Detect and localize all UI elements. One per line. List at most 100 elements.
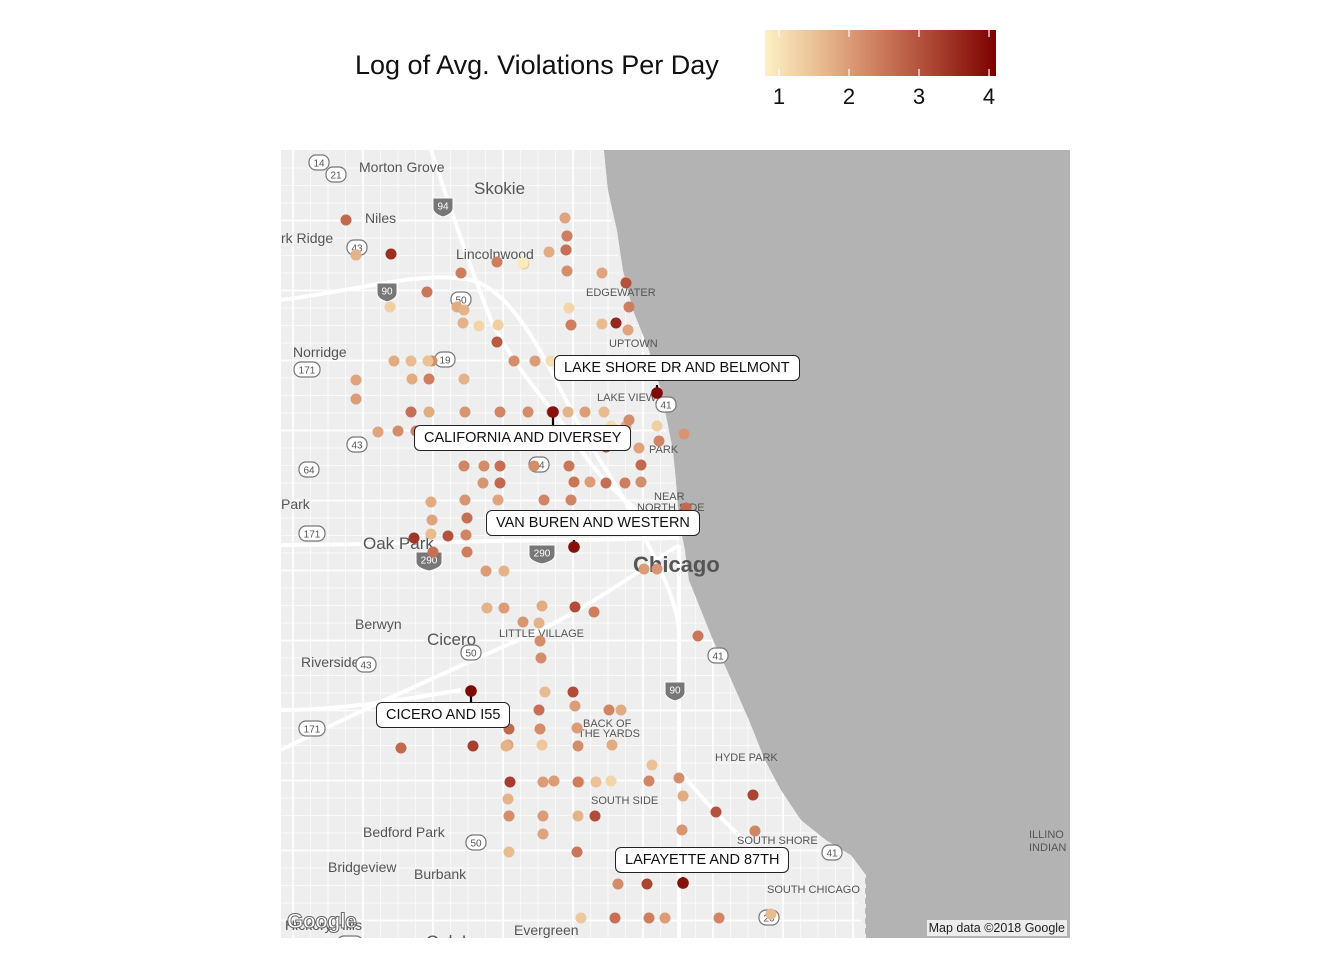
intersection-point[interactable] xyxy=(372,426,384,438)
intersection-point[interactable] xyxy=(392,425,404,437)
intersection-point[interactable] xyxy=(659,912,671,924)
intersection-point[interactable] xyxy=(643,775,655,787)
callout-point[interactable] xyxy=(651,387,663,399)
intersection-point[interactable] xyxy=(537,828,549,840)
intersection-point[interactable] xyxy=(676,824,688,836)
intersection-point[interactable] xyxy=(473,320,485,332)
intersection-point[interactable] xyxy=(589,810,601,822)
intersection-point[interactable] xyxy=(467,740,479,752)
intersection-point[interactable] xyxy=(653,435,665,447)
intersection-point[interactable] xyxy=(528,460,540,472)
intersection-point[interactable] xyxy=(543,246,555,258)
intersection-point[interactable] xyxy=(561,230,573,242)
intersection-point[interactable] xyxy=(498,565,510,577)
intersection-point[interactable] xyxy=(536,739,548,751)
intersection-point[interactable] xyxy=(560,244,572,256)
intersection-point[interactable] xyxy=(572,740,584,752)
intersection-point[interactable] xyxy=(455,267,467,279)
intersection-point[interactable] xyxy=(563,302,575,314)
intersection-point[interactable] xyxy=(609,912,621,924)
intersection-point[interactable] xyxy=(480,565,492,577)
callout-point[interactable] xyxy=(568,541,580,553)
intersection-point[interactable] xyxy=(565,319,577,331)
intersection-point[interactable] xyxy=(571,722,583,734)
intersection-point[interactable] xyxy=(633,442,645,454)
intersection-point[interactable] xyxy=(458,304,470,316)
intersection-point[interactable] xyxy=(584,476,596,488)
intersection-point[interactable] xyxy=(537,810,549,822)
intersection-point[interactable] xyxy=(384,301,396,313)
intersection-point[interactable] xyxy=(572,776,584,788)
intersection-point[interactable] xyxy=(458,460,470,472)
intersection-point[interactable] xyxy=(575,912,587,924)
intersection-point[interactable] xyxy=(503,846,515,858)
intersection-point[interactable] xyxy=(421,286,433,298)
intersection-point[interactable] xyxy=(534,723,546,735)
intersection-point[interactable] xyxy=(565,494,577,506)
callout-point[interactable] xyxy=(465,685,477,697)
intersection-point[interactable] xyxy=(673,772,685,784)
intersection-point[interactable] xyxy=(385,248,397,260)
intersection-point[interactable] xyxy=(562,406,574,418)
intersection-point[interactable] xyxy=(491,256,503,268)
intersection-point[interactable] xyxy=(635,476,647,488)
intersection-point[interactable] xyxy=(615,704,627,716)
intersection-point[interactable] xyxy=(567,686,579,698)
intersection-point[interactable] xyxy=(388,355,400,367)
intersection-point[interactable] xyxy=(539,686,551,698)
intersection-point[interactable] xyxy=(606,739,618,751)
intersection-point[interactable] xyxy=(517,616,529,628)
intersection-point[interactable] xyxy=(492,494,504,506)
intersection-point[interactable] xyxy=(545,355,557,367)
intersection-point[interactable] xyxy=(643,912,655,924)
intersection-point[interactable] xyxy=(536,600,548,612)
intersection-point[interactable] xyxy=(502,793,514,805)
intersection-point[interactable] xyxy=(500,740,512,752)
intersection-point[interactable] xyxy=(638,563,650,575)
intersection-point[interactable] xyxy=(651,563,663,575)
intersection-point[interactable] xyxy=(623,414,635,426)
intersection-point[interactable] xyxy=(457,317,469,329)
intersection-point[interactable] xyxy=(491,336,503,348)
intersection-point[interactable] xyxy=(596,318,608,330)
intersection-point[interactable] xyxy=(749,825,761,837)
intersection-point[interactable] xyxy=(579,406,591,418)
intersection-point[interactable] xyxy=(458,373,470,385)
intersection-point[interactable] xyxy=(406,373,418,385)
intersection-point[interactable] xyxy=(677,790,689,802)
intersection-point[interactable] xyxy=(498,602,510,614)
intersection-point[interactable] xyxy=(641,878,653,890)
intersection-point[interactable] xyxy=(538,494,550,506)
intersection-point[interactable] xyxy=(600,477,612,489)
intersection-point[interactable] xyxy=(598,406,610,418)
intersection-point[interactable] xyxy=(620,277,632,289)
intersection-point[interactable] xyxy=(559,212,571,224)
callout-point[interactable] xyxy=(547,406,559,418)
intersection-point[interactable] xyxy=(481,602,493,614)
intersection-point[interactable] xyxy=(459,406,471,418)
intersection-point[interactable] xyxy=(534,635,546,647)
intersection-point[interactable] xyxy=(478,460,490,472)
intersection-point[interactable] xyxy=(405,406,417,418)
intersection-point[interactable] xyxy=(622,324,634,336)
map-panel[interactable]: Morton Grove Skokie Niles rk Ridge Lincolnwo… xyxy=(281,150,1070,938)
intersection-point[interactable] xyxy=(529,355,541,367)
intersection-point[interactable] xyxy=(651,420,663,432)
intersection-point[interactable] xyxy=(569,601,581,613)
intersection-point[interactable] xyxy=(563,460,575,472)
intersection-point[interactable] xyxy=(678,428,690,440)
intersection-point[interactable] xyxy=(494,477,506,489)
callout-point[interactable] xyxy=(677,877,689,889)
intersection-point[interactable] xyxy=(603,704,615,716)
intersection-point[interactable] xyxy=(605,775,617,787)
intersection-point[interactable] xyxy=(713,912,725,924)
intersection-point[interactable] xyxy=(340,214,352,226)
intersection-point[interactable] xyxy=(572,810,584,822)
intersection-point[interactable] xyxy=(692,630,704,642)
intersection-point[interactable] xyxy=(504,776,516,788)
intersection-point[interactable] xyxy=(571,846,583,858)
intersection-point[interactable] xyxy=(442,530,454,542)
intersection-point[interactable] xyxy=(590,776,602,788)
intersection-point[interactable] xyxy=(461,546,473,558)
intersection-point[interactable] xyxy=(517,257,529,269)
